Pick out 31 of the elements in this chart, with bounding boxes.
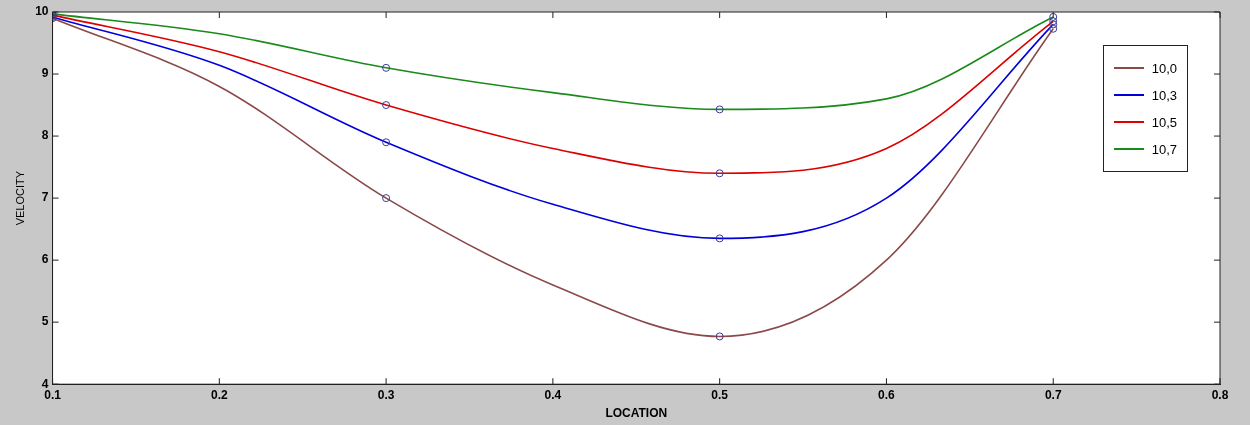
point [382, 63, 391, 72]
point [1049, 17, 1058, 26]
point [382, 101, 391, 110]
legend-label: 10,5 [1151, 114, 1177, 130]
y-tick-label: 7 [41, 190, 49, 205]
x-tick-label: 0.4 [544, 387, 562, 402]
x-tick-label: 0.5 [711, 387, 729, 402]
x-tick-label: 0.2 [210, 387, 228, 402]
x-axis-title: LOCATION [605, 406, 668, 421]
point [715, 169, 724, 178]
y-tick-label: 10 [35, 4, 49, 19]
point [382, 194, 391, 203]
point [715, 332, 724, 341]
y-tick-label: 6 [41, 252, 49, 267]
point [715, 105, 724, 114]
y-tick-label: 9 [41, 66, 49, 81]
legend-label: 10,3 [1151, 87, 1177, 103]
point [382, 138, 391, 147]
x-tick-label: 0.6 [878, 387, 896, 402]
y-tick-label: 8 [41, 128, 49, 143]
y-tick-label: 5 [41, 314, 49, 329]
y-axis-title: VELOCITY [13, 170, 26, 226]
point [1049, 20, 1058, 29]
legend-label: 10,7 [1151, 141, 1177, 157]
point [1049, 24, 1058, 33]
x-tick-label: 0.8 [1211, 387, 1229, 402]
x-tick-label: 0.3 [377, 387, 395, 402]
point [1049, 12, 1058, 21]
point [715, 234, 724, 243]
legend-label: 10,0 [1151, 60, 1177, 76]
x-tick-label: 0.7 [1044, 387, 1062, 402]
